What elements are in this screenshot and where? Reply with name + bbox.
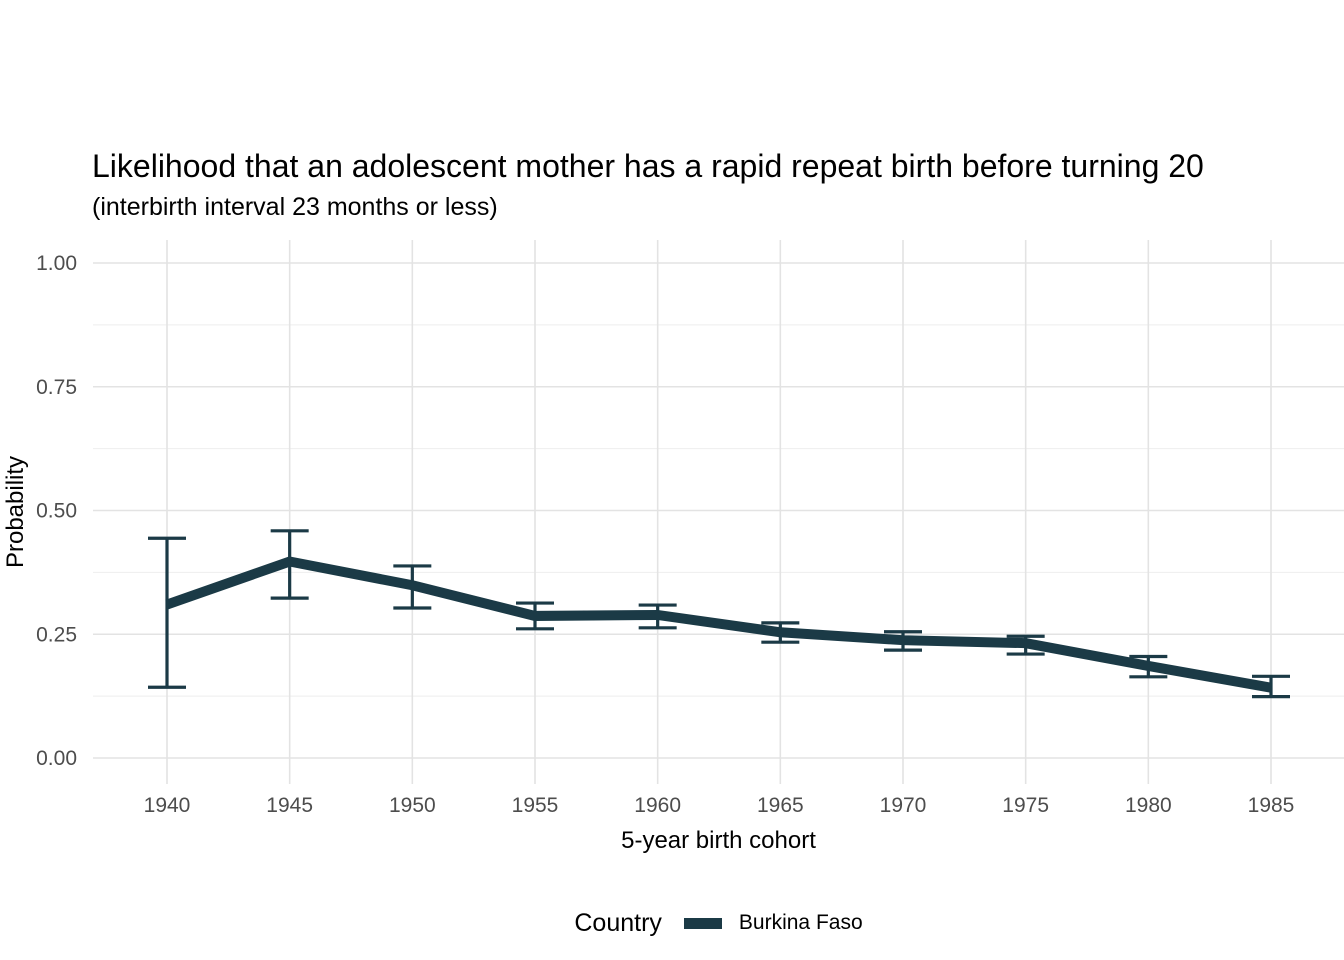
y-tick-label: 0.75 [36,376,77,399]
x-tick-label: 1950 [389,794,436,817]
x-tick-label: 1970 [880,794,927,817]
y-axis-title: Probability [2,455,29,569]
y-tick-label: 1.00 [36,252,77,275]
legend-line-swatch [683,917,722,929]
error-bar [148,536,186,689]
x-tick-label: 1960 [634,794,681,817]
x-tick-label: 1945 [266,794,313,817]
x-tick-label: 1940 [144,794,191,817]
y-tick-label: 0.25 [36,623,77,646]
error-bars [148,529,1290,699]
chart-title: Likelihood that an adolescent mother has… [92,148,1204,184]
x-tick-label: 1980 [1125,794,1172,817]
x-tick-label: 1985 [1248,794,1295,817]
x-axis-title: 5-year birth cohort [621,827,816,854]
y-tick-label: 0.50 [36,500,77,523]
legend-item-label: Burkina Faso [738,911,863,934]
legend-title: Country [574,908,662,937]
gridlines-minor [93,324,1344,697]
gridlines-major-horizontal [93,262,1344,759]
y-tick-label: 0.00 [36,747,77,770]
y-axis-tick-labels: 0.00 0.25 0.50 0.75 1.00 [36,252,77,770]
x-tick-label: 1955 [512,794,559,817]
chart-subtitle: (interbirth interval 23 months or less) [92,193,498,221]
data-line-burkina-faso [165,556,1272,693]
x-tick-label: 1975 [1002,794,1049,817]
x-tick-label: 1965 [757,794,804,817]
gridlines-major-vertical [166,240,1272,784]
legend: Country Burkina Faso [93,903,1344,943]
x-axis-tick-labels: 1940 1945 1950 1955 1960 1965 1970 1975 1980 1985 [144,794,1295,817]
